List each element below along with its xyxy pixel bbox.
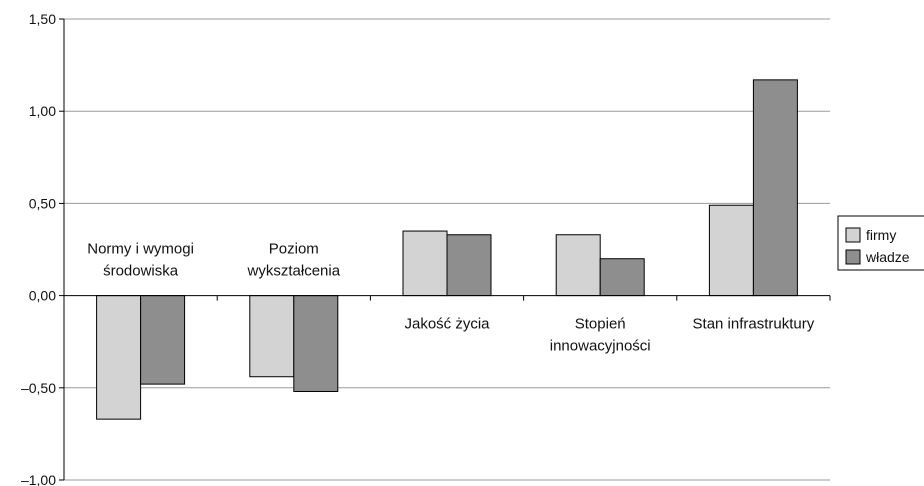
y-tick-label: 0,50: [29, 195, 56, 211]
axes: [63, 19, 831, 480]
bar-firmy-3: [402, 230, 448, 297]
bar-władze-4: [599, 258, 645, 297]
legend-swatch-władze: [845, 249, 861, 265]
category-label: Stan infrastruktury: [693, 316, 815, 333]
bar-firmy-1: [96, 295, 142, 420]
grid-lines: [64, 18, 830, 481]
bars: [96, 79, 798, 420]
legend-label-władze: władze: [865, 249, 910, 265]
bar-władze-5: [752, 79, 798, 297]
legend: firmy władze: [837, 215, 924, 271]
y-tick-label: 0,00: [29, 288, 56, 304]
category-label: Jakość życia: [404, 316, 490, 333]
category-label: wykształcenia: [247, 263, 341, 280]
bar-firmy-5: [708, 204, 754, 297]
y-tick-label: –0,50: [21, 380, 56, 396]
category-label: środowiska: [103, 263, 179, 280]
category-label: Poziom: [269, 241, 319, 258]
category-label: Stopień: [575, 316, 626, 333]
category-label: innowacyjności: [550, 338, 651, 355]
bar-władze-2: [293, 295, 339, 392]
y-tick-label: –1,00: [21, 472, 56, 486]
legend-label-firmy: firmy: [866, 227, 896, 243]
category-label: Normy i wymogi: [87, 241, 194, 258]
bar-firmy-2: [249, 295, 295, 378]
y-tick-label: 1,50: [29, 11, 56, 27]
bar-firmy-4: [555, 234, 601, 297]
y-axis-ticks: 1,50 1,00 0,50 0,00 –0,50 –1,00: [21, 11, 64, 486]
category-labels: Normy i wymogi środowiska Poziom wykształce…: [87, 241, 814, 355]
bar-władze-1: [140, 295, 186, 385]
legend-swatch-firmy: [845, 227, 861, 243]
y-tick-label: 1,00: [29, 103, 56, 119]
bar-władze-3: [446, 234, 492, 297]
